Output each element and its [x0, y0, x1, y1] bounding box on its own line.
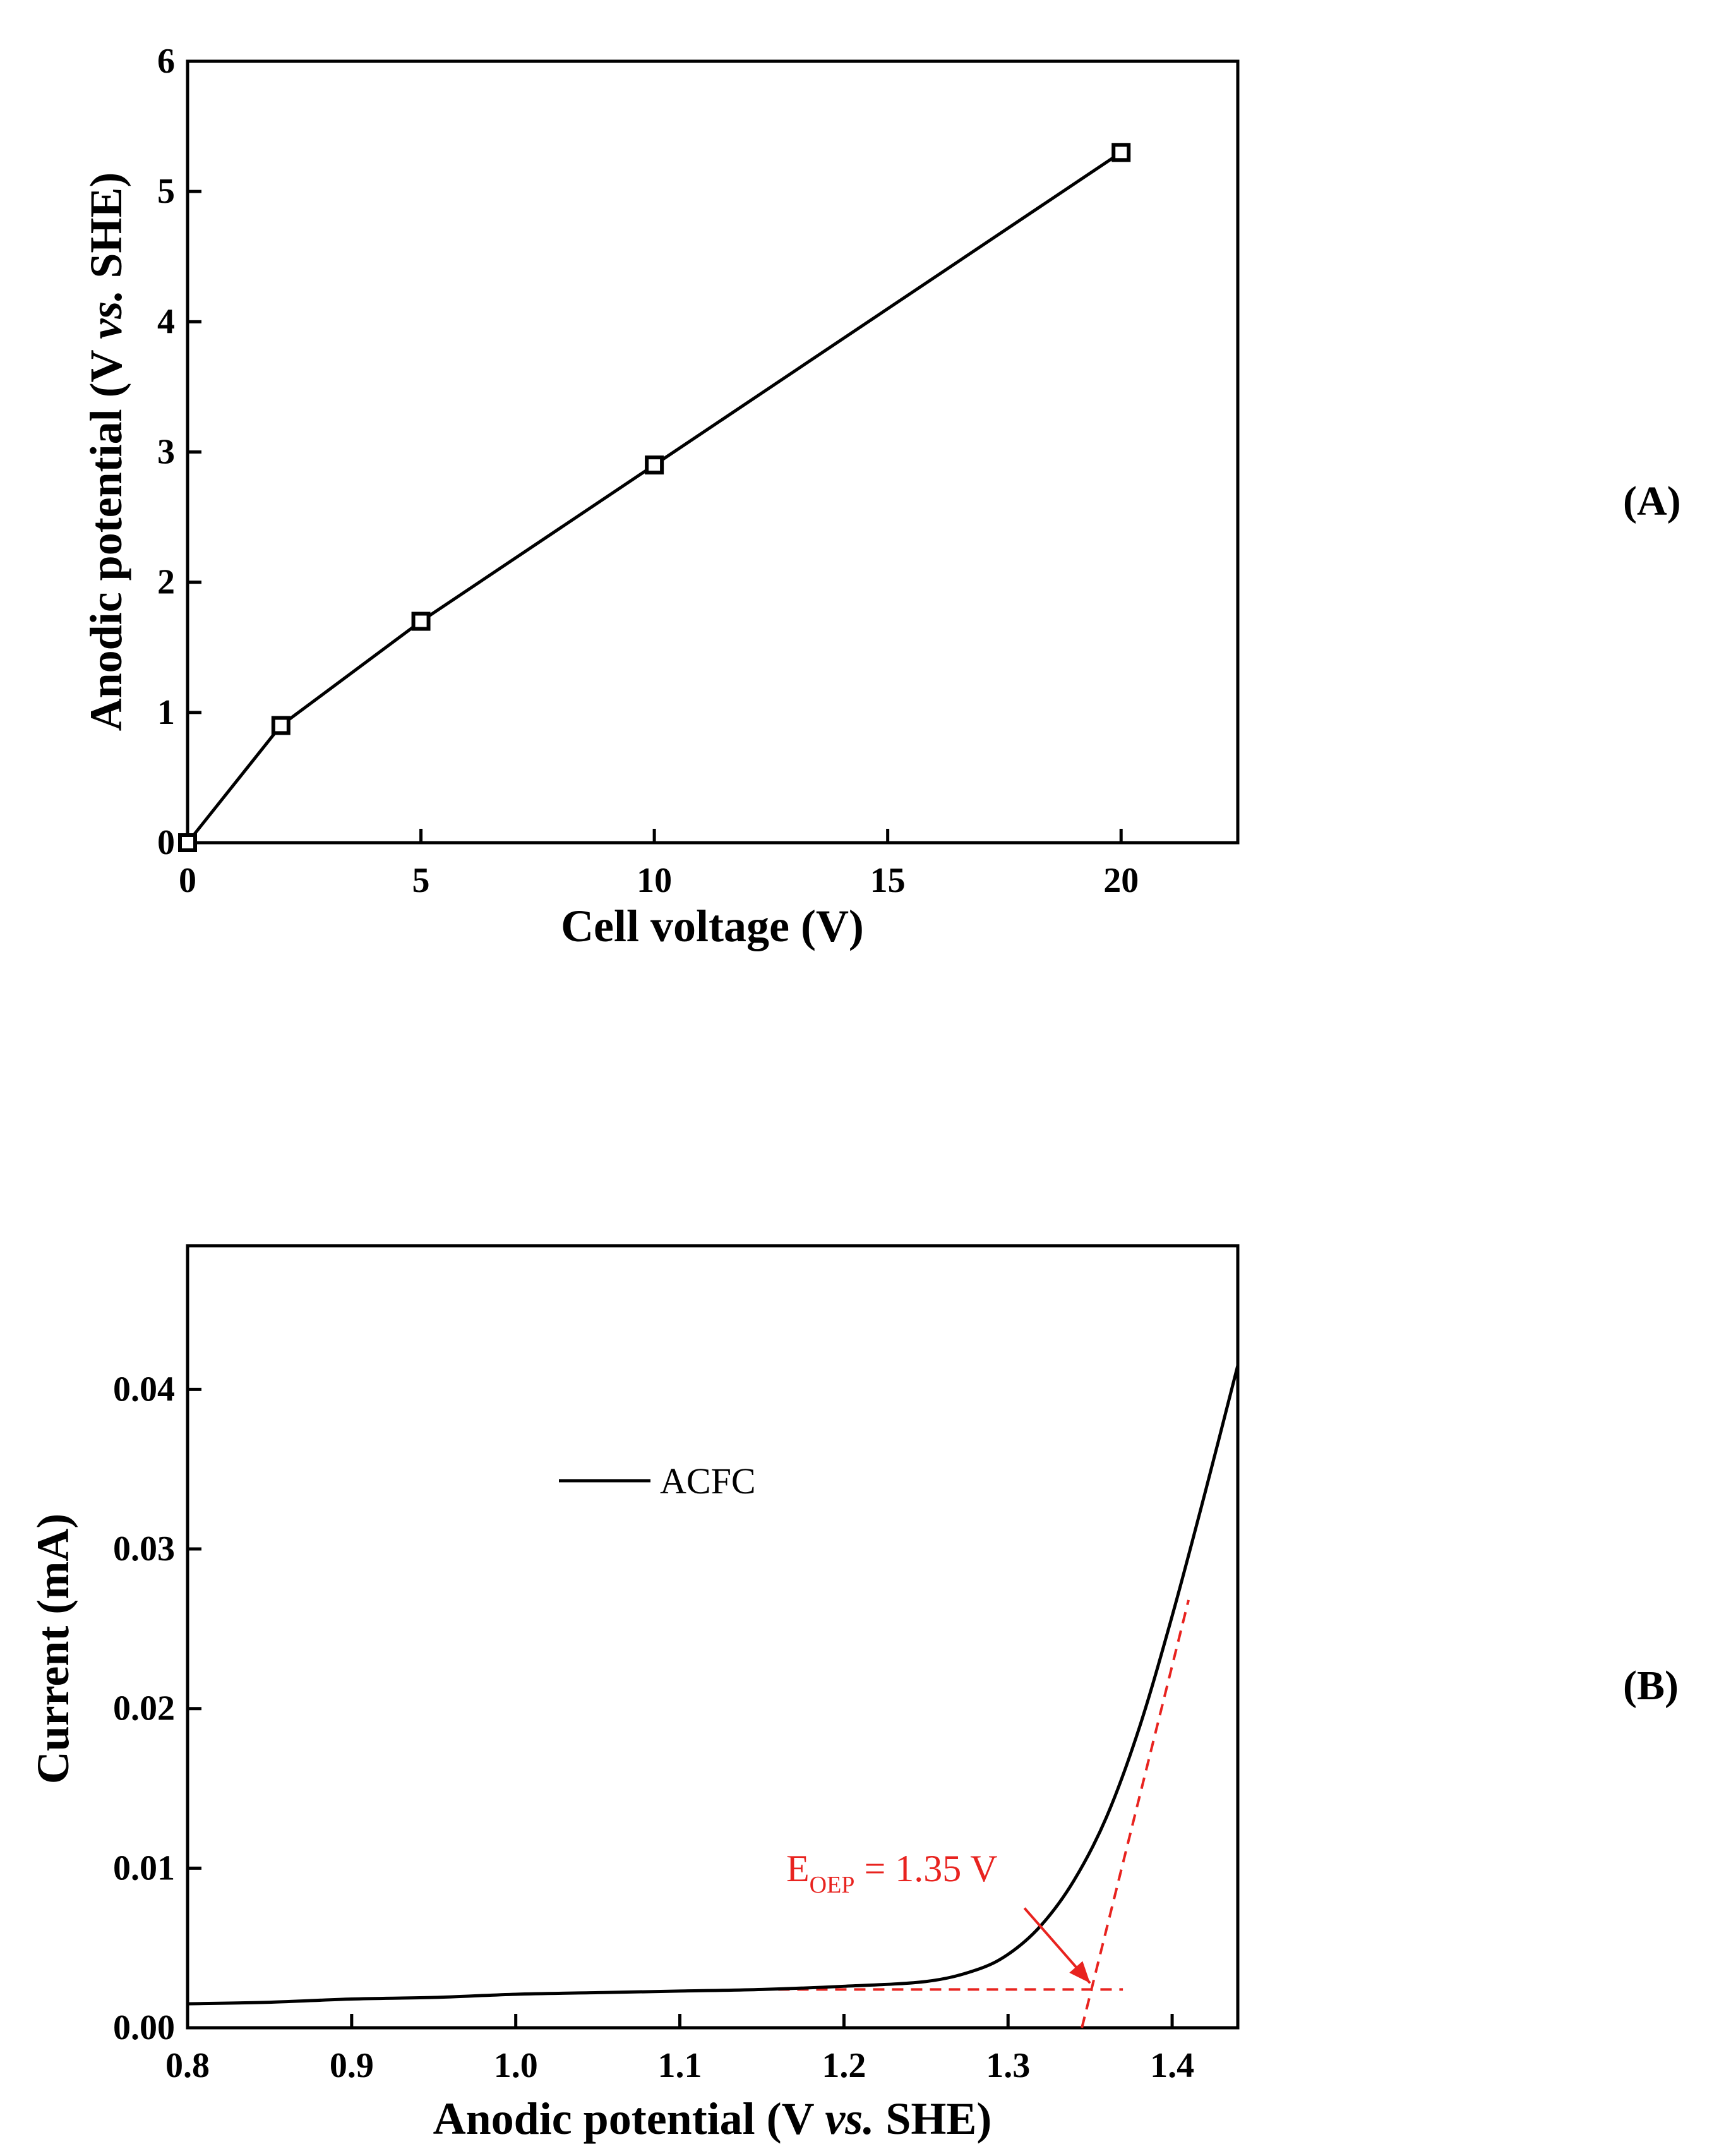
chart-a-y-tick-label: 1 — [157, 693, 175, 732]
chart-a-y-tick-label: 3 — [157, 433, 175, 472]
chart-b-plot-frame — [186, 1244, 1240, 2030]
chart-a-markers — [178, 143, 1131, 852]
chart-b-tangent-lines — [778, 1599, 1190, 2028]
chart-a-x-tick-label: 5 — [412, 861, 430, 900]
chart-a-point — [178, 833, 197, 852]
chart-a-y-axis-title: Anodic potential (V vs. SHE) — [81, 172, 131, 732]
chart-b-y-tick-label: 0.01 — [113, 1848, 175, 1888]
chart-b-legend: ACFC — [559, 1460, 756, 1502]
annotation-text: EOEP = 1.35 V — [786, 1848, 998, 1898]
chart-b-x-tick-label: 0.9 — [330, 2046, 374, 2085]
chart-a-y-tick-label: 5 — [157, 172, 175, 211]
annotation-arrowhead — [1069, 1961, 1091, 1984]
chart-a-point — [271, 716, 290, 735]
chart-b-ticks: 0.8 0.9 1.0 1.1 1.2 1.3 1.4 0.00 0.01 0.02 0.03 0.0… — [113, 1370, 1194, 2085]
chart-b: 0.8 0.9 1.0 1.1 1.2 1.3 1.4 0.00 0.01 0.02 0.03 0.0… — [28, 1244, 1679, 2144]
chart-a-x-tick-label: 10 — [637, 861, 672, 900]
chart-b-series-line — [187, 1364, 1240, 2006]
chart-b-y-axis-title: Current (mA) — [28, 1514, 78, 1785]
chart-a-x-tick-label: 15 — [870, 861, 906, 900]
chart-a-y-tick-label: 2 — [157, 563, 175, 602]
chart-a-y-tick-label: 6 — [157, 42, 175, 81]
chart-b-x-tick-label: 1.2 — [822, 2046, 866, 2085]
chart-b-tangent-line — [1081, 1599, 1190, 2028]
chart-b-x-tick-label: 1.4 — [1150, 2046, 1194, 2085]
panel-label-a: (A) — [1623, 478, 1681, 524]
chart-a-point — [645, 455, 664, 475]
chart-a-x-axis-title: Cell voltage (V) — [561, 901, 864, 951]
chart-b-acfc-line — [187, 1364, 1240, 2006]
chart-b-y-tick-label: 0.03 — [113, 1529, 175, 1569]
chart-b-annotation: EOEP = 1.35 V — [786, 1848, 1091, 1984]
chart-a-x-tick-label: 20 — [1103, 861, 1139, 900]
chart-b-y-tick-label: 0.04 — [113, 1370, 175, 1409]
chart-a-line — [186, 151, 1122, 844]
chart-b-y-tick-label: 0.02 — [113, 1689, 175, 1728]
legend-label-acfc: ACFC — [660, 1460, 756, 1502]
panel-label-b: (B) — [1623, 1663, 1679, 1709]
chart-b-x-tick-label: 0.8 — [165, 2046, 210, 2085]
chart-b-x-tick-label: 1.0 — [494, 2046, 538, 2085]
chart-a-series-line — [186, 151, 1122, 844]
chart-a: 0 5 10 15 20 0 1 2 3 4 5 6 Cell voltage (V) Anodic … — [81, 42, 1681, 951]
chart-b-x-axis-title: Anodic potential (V vs. SHE) — [433, 2093, 992, 2144]
chart-a-y-tick-label: 4 — [157, 302, 175, 341]
chart-b-x-tick-label: 1.1 — [658, 2046, 702, 2085]
chart-b-y-tick-label: 0.00 — [113, 2008, 175, 2047]
chart-a-y-tick-label: 0 — [157, 823, 175, 862]
chart-a-point — [411, 611, 431, 631]
chart-a-x-tick-label: 0 — [179, 861, 196, 900]
chart-a-ticks: 0 5 10 15 20 0 1 2 3 4 5 6 — [157, 42, 1139, 900]
chart-b-x-tick-label: 1.3 — [986, 2046, 1030, 2085]
chart-a-point — [1111, 143, 1131, 162]
